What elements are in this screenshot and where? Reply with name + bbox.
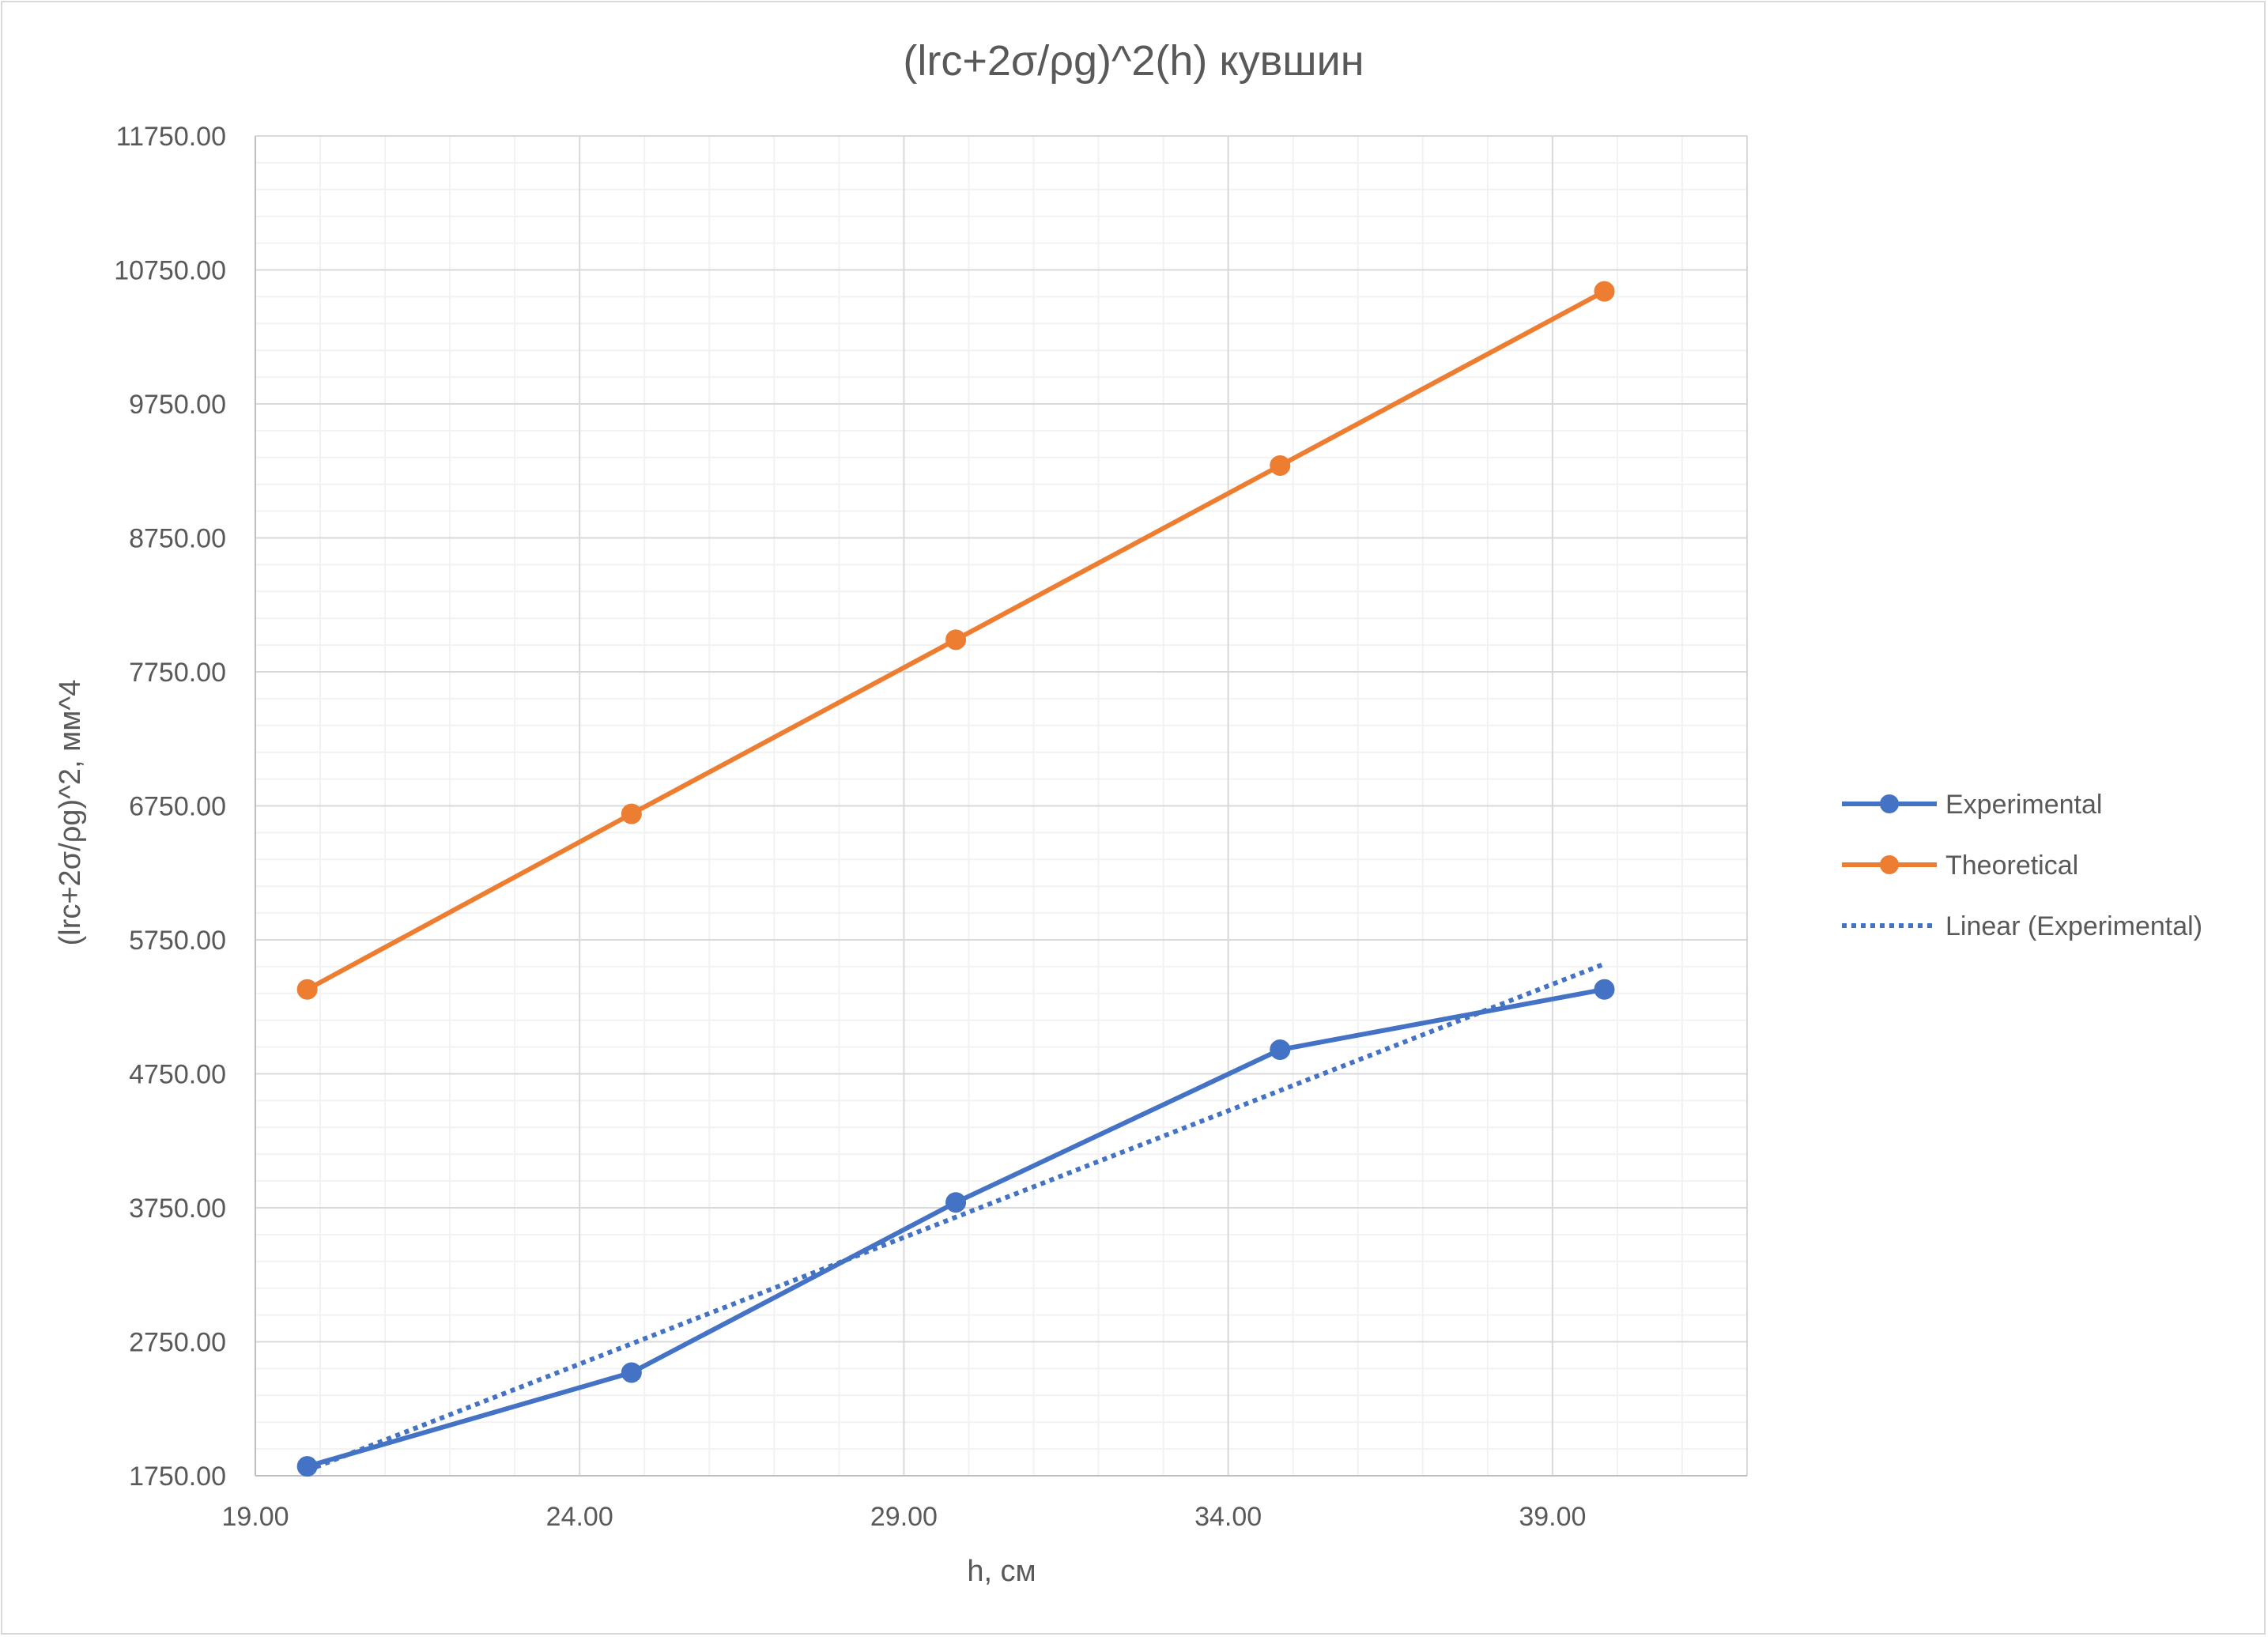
- data-point-theoretical: [1270, 455, 1291, 476]
- trendline-linear-experimental: [306, 961, 1606, 1473]
- data-point-theoretical: [621, 803, 642, 824]
- y-tick-label: 8750.00: [129, 524, 226, 554]
- y-tick-label: 11750.00: [116, 122, 226, 152]
- y-tick-labels: 1750.00 2750.00 3750.00 4750.00 5750.00 6750.…: [114, 122, 226, 1492]
- gridlines: [255, 135, 1748, 1477]
- legend-label: Experimental: [1945, 790, 2102, 820]
- y-tick-label: 10750.00: [114, 256, 226, 286]
- y-axis-title: (lrc+2σ/ρg)^2, мм^4: [54, 680, 87, 946]
- data-point-experimental: [945, 1192, 967, 1213]
- x-tick-label: 34.00: [1194, 1502, 1262, 1532]
- x-tick-labels: 19.00 24.00 29.00 34.00 39.00: [221, 1502, 1586, 1532]
- y-tick-label: 6750.00: [129, 792, 226, 822]
- y-tick-label: 3750.00: [129, 1194, 226, 1224]
- legend-label: Linear (Experimental): [1945, 911, 2202, 941]
- legend: Experimental Theoretical Linear (Experimen…: [1842, 790, 2202, 941]
- x-tick-label: 24.00: [546, 1502, 613, 1532]
- data-point-experimental: [1594, 979, 1615, 1000]
- legend-label: Theoretical: [1945, 851, 2078, 881]
- data-point-theoretical: [945, 629, 967, 651]
- data-point-experimental: [1270, 1039, 1291, 1060]
- data-point-experimental: [621, 1362, 642, 1383]
- series-layer: [296, 281, 1615, 1477]
- legend-swatch-marker: [1880, 794, 1899, 813]
- x-tick-label: 39.00: [1519, 1502, 1586, 1532]
- chart-title: (lrc+2σ/ρg)^2(h) кувшин: [903, 37, 1364, 85]
- data-point-theoretical: [296, 979, 318, 1000]
- y-tick-label: 1750.00: [129, 1462, 226, 1492]
- x-tick-label: 19.00: [221, 1502, 289, 1532]
- y-tick-label: 2750.00: [129, 1328, 226, 1358]
- legend-swatch-marker: [1880, 855, 1899, 874]
- y-tick-label: 9750.00: [129, 390, 226, 420]
- x-tick-label: 29.00: [870, 1502, 938, 1532]
- y-tick-label: 4750.00: [129, 1060, 226, 1090]
- data-point-theoretical: [1594, 281, 1615, 302]
- y-tick-label: 7750.00: [129, 658, 226, 688]
- x-axis-title: h, см: [967, 1555, 1036, 1588]
- y-tick-label: 5750.00: [129, 926, 226, 956]
- data-point-experimental: [296, 1456, 318, 1477]
